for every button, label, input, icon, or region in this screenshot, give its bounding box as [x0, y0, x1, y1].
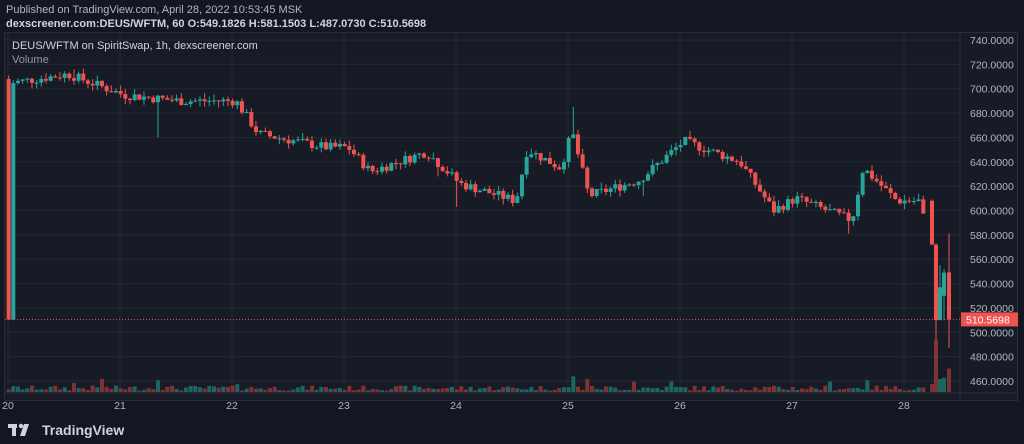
price-tick-label: 740.0000 [970, 35, 1014, 47]
price-tick-label: 680.0000 [970, 108, 1014, 120]
legend-title: DEUS/WFTM on SpiritSwap, 1h, dexscreener… [12, 40, 258, 52]
chart-legend: DEUS/WFTM on SpiritSwap, 1h, dexscreener… [12, 40, 258, 66]
symbol-label: dexscreener.com:DEUS/WFTM, 60 [6, 18, 185, 30]
time-tick-label: 26 [674, 400, 686, 412]
price-tick-label: 560.0000 [970, 254, 1014, 266]
price-tick-label: 640.0000 [970, 157, 1014, 169]
price-tick-label: 500.0000 [970, 327, 1014, 339]
volume-group [6, 340, 951, 392]
high-label: H: [248, 18, 261, 30]
legend-volume: Volume [12, 54, 49, 66]
low-value: 487.0730 [319, 18, 366, 30]
tradingview-logo-icon [8, 423, 29, 436]
time-tick-label: 28 [898, 400, 910, 412]
close-label: C: [368, 18, 381, 30]
time-tick-label: 21 [114, 400, 126, 412]
close-value: 510.5698 [380, 18, 427, 30]
price-tick-label: 520.0000 [970, 303, 1014, 315]
tradingview-brand[interactable]: TradingView [8, 422, 124, 438]
open-label: O: [187, 18, 200, 30]
price-tick-label: 700.0000 [970, 84, 1014, 96]
price-tick-label: 540.0000 [970, 279, 1014, 291]
last-price-label: 510.5698 [966, 314, 1010, 326]
open-value: 549.1826 [199, 18, 246, 30]
price-tick-label: 480.0000 [970, 352, 1014, 364]
published-info: Published on TradingView.com, April 28, … [6, 4, 303, 16]
last-price-badge [961, 312, 1018, 327]
price-tick-label: 580.0000 [970, 230, 1014, 242]
time-tick-label: 27 [786, 400, 798, 412]
ohlc-summary: dexscreener.com:DEUS/WFTM, 60 O:549.1826… [6, 18, 426, 30]
time-tick-label: 25 [562, 400, 574, 412]
time-tick-label: 24 [450, 400, 462, 412]
time-tick-label: 22 [226, 400, 238, 412]
price-tick-label: 620.0000 [970, 181, 1014, 193]
brand-label: TradingView [42, 422, 125, 438]
time-tick-label: 20 [2, 400, 14, 412]
candles-group [6, 68, 951, 363]
high-value: 581.1503 [260, 18, 307, 30]
price-tick-label: 720.0000 [970, 59, 1014, 71]
price-tick-label: 600.0000 [970, 206, 1014, 218]
price-tick-label: 460.0000 [970, 376, 1014, 388]
price-tick-label: 660.0000 [970, 132, 1014, 144]
time-tick-label: 23 [338, 400, 350, 412]
low-label: L: [309, 18, 320, 30]
